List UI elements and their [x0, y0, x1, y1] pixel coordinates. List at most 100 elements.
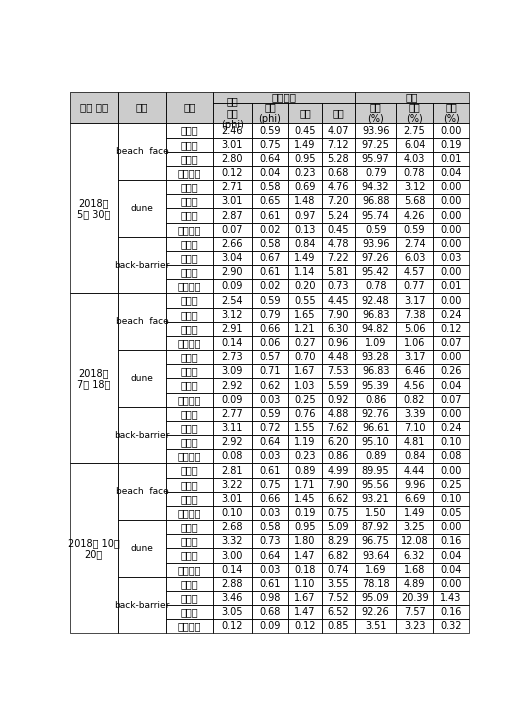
- Text: 0.09: 0.09: [259, 621, 281, 631]
- Text: 3.01: 3.01: [221, 494, 243, 504]
- Text: 최대값: 최대값: [180, 536, 198, 546]
- Bar: [288, 195, 321, 208]
- Bar: [213, 223, 252, 237]
- Bar: [397, 336, 433, 350]
- Text: 0.03: 0.03: [440, 253, 462, 263]
- Bar: [252, 549, 288, 563]
- Bar: [288, 151, 321, 166]
- Text: back-barrier: back-barrier: [114, 431, 169, 439]
- Text: 0.65: 0.65: [259, 197, 281, 206]
- Text: 최대값: 최대값: [180, 253, 198, 263]
- Text: 0.14: 0.14: [221, 338, 243, 348]
- Text: 최소값: 최소값: [180, 296, 198, 306]
- Text: 0.12: 0.12: [221, 621, 243, 631]
- Bar: [321, 464, 355, 477]
- Text: 0.04: 0.04: [440, 565, 462, 574]
- Text: 0.84: 0.84: [294, 239, 316, 249]
- Bar: [321, 477, 355, 492]
- Bar: [433, 591, 469, 605]
- Bar: [397, 520, 433, 534]
- Bar: [288, 492, 321, 506]
- Text: 93.96: 93.96: [362, 239, 389, 249]
- Bar: [166, 506, 213, 520]
- Bar: [397, 393, 433, 407]
- Text: 표준편차: 표준편차: [178, 338, 201, 348]
- Bar: [166, 477, 213, 492]
- Bar: [166, 605, 213, 620]
- Bar: [288, 620, 321, 633]
- Bar: [288, 307, 321, 322]
- Bar: [288, 449, 321, 464]
- Bar: [213, 208, 252, 223]
- Text: 0.04: 0.04: [440, 381, 462, 391]
- Text: 2.80: 2.80: [221, 154, 243, 164]
- Text: 20.39: 20.39: [401, 593, 428, 603]
- Bar: [355, 393, 397, 407]
- Text: 1.80: 1.80: [294, 536, 316, 546]
- Bar: [252, 449, 288, 464]
- Text: 0.20: 0.20: [294, 281, 316, 292]
- Bar: [433, 506, 469, 520]
- Bar: [118, 520, 166, 577]
- Text: 0.73: 0.73: [328, 281, 349, 292]
- Text: 95.42: 95.42: [362, 267, 390, 277]
- Text: 0.45: 0.45: [294, 126, 316, 136]
- Text: 6.20: 6.20: [328, 437, 349, 447]
- Bar: [70, 294, 118, 464]
- Bar: [252, 506, 288, 520]
- Bar: [288, 350, 321, 364]
- Text: 0.25: 0.25: [294, 395, 316, 405]
- Bar: [433, 407, 469, 421]
- Bar: [288, 435, 321, 449]
- Bar: [321, 591, 355, 605]
- Bar: [166, 464, 213, 477]
- Text: 1.19: 1.19: [294, 437, 316, 447]
- Text: 93.21: 93.21: [362, 494, 389, 504]
- Text: 4.44: 4.44: [404, 465, 426, 475]
- Bar: [288, 265, 321, 279]
- Text: 0.03: 0.03: [259, 452, 281, 462]
- Bar: [288, 350, 321, 364]
- Text: 7.20: 7.20: [328, 197, 349, 206]
- Bar: [321, 322, 355, 336]
- Bar: [118, 464, 166, 520]
- Bar: [252, 506, 288, 520]
- Bar: [321, 449, 355, 464]
- Text: 6.69: 6.69: [404, 494, 426, 504]
- Text: 2.77: 2.77: [221, 409, 243, 419]
- Bar: [288, 549, 321, 563]
- Bar: [288, 237, 321, 251]
- Bar: [321, 421, 355, 435]
- Text: 96.83: 96.83: [362, 366, 389, 376]
- Bar: [118, 92, 166, 123]
- Text: 표준편차: 표준편차: [178, 395, 201, 405]
- Bar: [433, 123, 469, 138]
- Bar: [213, 393, 252, 407]
- Text: 3.17: 3.17: [404, 296, 426, 306]
- Bar: [213, 350, 252, 364]
- Bar: [213, 506, 252, 520]
- Bar: [70, 92, 118, 123]
- Bar: [321, 322, 355, 336]
- Bar: [166, 520, 213, 534]
- Bar: [433, 520, 469, 534]
- Bar: [321, 138, 355, 151]
- Bar: [252, 307, 288, 322]
- Bar: [433, 103, 469, 123]
- Bar: [213, 103, 252, 123]
- Bar: [321, 251, 355, 265]
- Bar: [166, 151, 213, 166]
- Bar: [288, 563, 321, 577]
- Bar: [321, 477, 355, 492]
- Bar: [213, 449, 252, 464]
- Bar: [355, 464, 397, 477]
- Text: 1.09: 1.09: [365, 338, 387, 348]
- Bar: [321, 378, 355, 393]
- Bar: [213, 605, 252, 620]
- Bar: [166, 237, 213, 251]
- Bar: [355, 251, 397, 265]
- Bar: [288, 294, 321, 307]
- Bar: [166, 322, 213, 336]
- Bar: [288, 520, 321, 534]
- Bar: [166, 265, 213, 279]
